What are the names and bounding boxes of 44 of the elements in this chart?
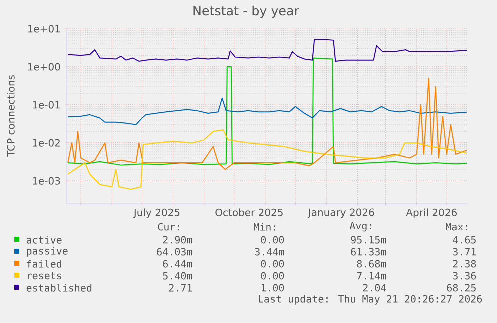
- text: 5.40m: [163, 272, 192, 280]
- y-tick-label: 1e-02: [33, 139, 60, 147]
- text: 0.00: [261, 260, 284, 268]
- text: 2.71: [169, 284, 192, 292]
- text: 4.65: [453, 236, 476, 244]
- y-tick-label: 1e-03: [33, 177, 60, 185]
- text: 3.36: [453, 272, 476, 280]
- legend-label: failed: [27, 260, 62, 268]
- y-tick-label: 1e+00: [28, 63, 60, 71]
- x-tick-label: October 2025: [216, 208, 283, 216]
- text: 8.68m: [357, 260, 386, 268]
- text: Max:: [446, 223, 468, 231]
- text: 64.03m: [157, 248, 192, 256]
- line-series: [68, 98, 468, 126]
- y-tick-label: 1e+01: [28, 25, 60, 33]
- chart-title: Netstat - by year: [194, 6, 300, 18]
- text: 2.04: [363, 284, 386, 292]
- text: Avg:: [350, 222, 372, 232]
- x-tick-label: January 2026: [308, 208, 374, 218]
- legend-label: established: [26, 284, 92, 292]
- x-tick-label: April 2026: [406, 208, 457, 218]
- text: 2.90m: [163, 236, 192, 244]
- text: 0.00: [261, 272, 284, 280]
- y-axis-title: TCP connections: [7, 75, 15, 158]
- text: 6.44m: [163, 260, 192, 268]
- line-series: [68, 58, 468, 166]
- y-tick-label: 1e-01: [33, 101, 60, 109]
- text: 95.15m: [351, 236, 386, 244]
- text: 0.00: [261, 236, 284, 244]
- text: Min:: [254, 223, 276, 231]
- line-series: [68, 130, 468, 190]
- text: 61.33m: [351, 248, 386, 256]
- text: Last update: Thu May 21 20:26:27 2026: [259, 295, 482, 305]
- text: 7.14m: [357, 272, 386, 280]
- x-tick-label: July 2025: [133, 208, 180, 218]
- legend-label: passive: [27, 247, 68, 257]
- text: 1.00: [262, 284, 284, 292]
- text: Cur:: [158, 223, 180, 231]
- text: 68.25: [447, 284, 476, 292]
- text: 2.38: [453, 260, 476, 268]
- legend-label: resets: [28, 272, 62, 280]
- legend-label: active: [26, 236, 62, 244]
- text: 3.44m: [255, 248, 284, 256]
- text: 3.71: [453, 248, 476, 256]
